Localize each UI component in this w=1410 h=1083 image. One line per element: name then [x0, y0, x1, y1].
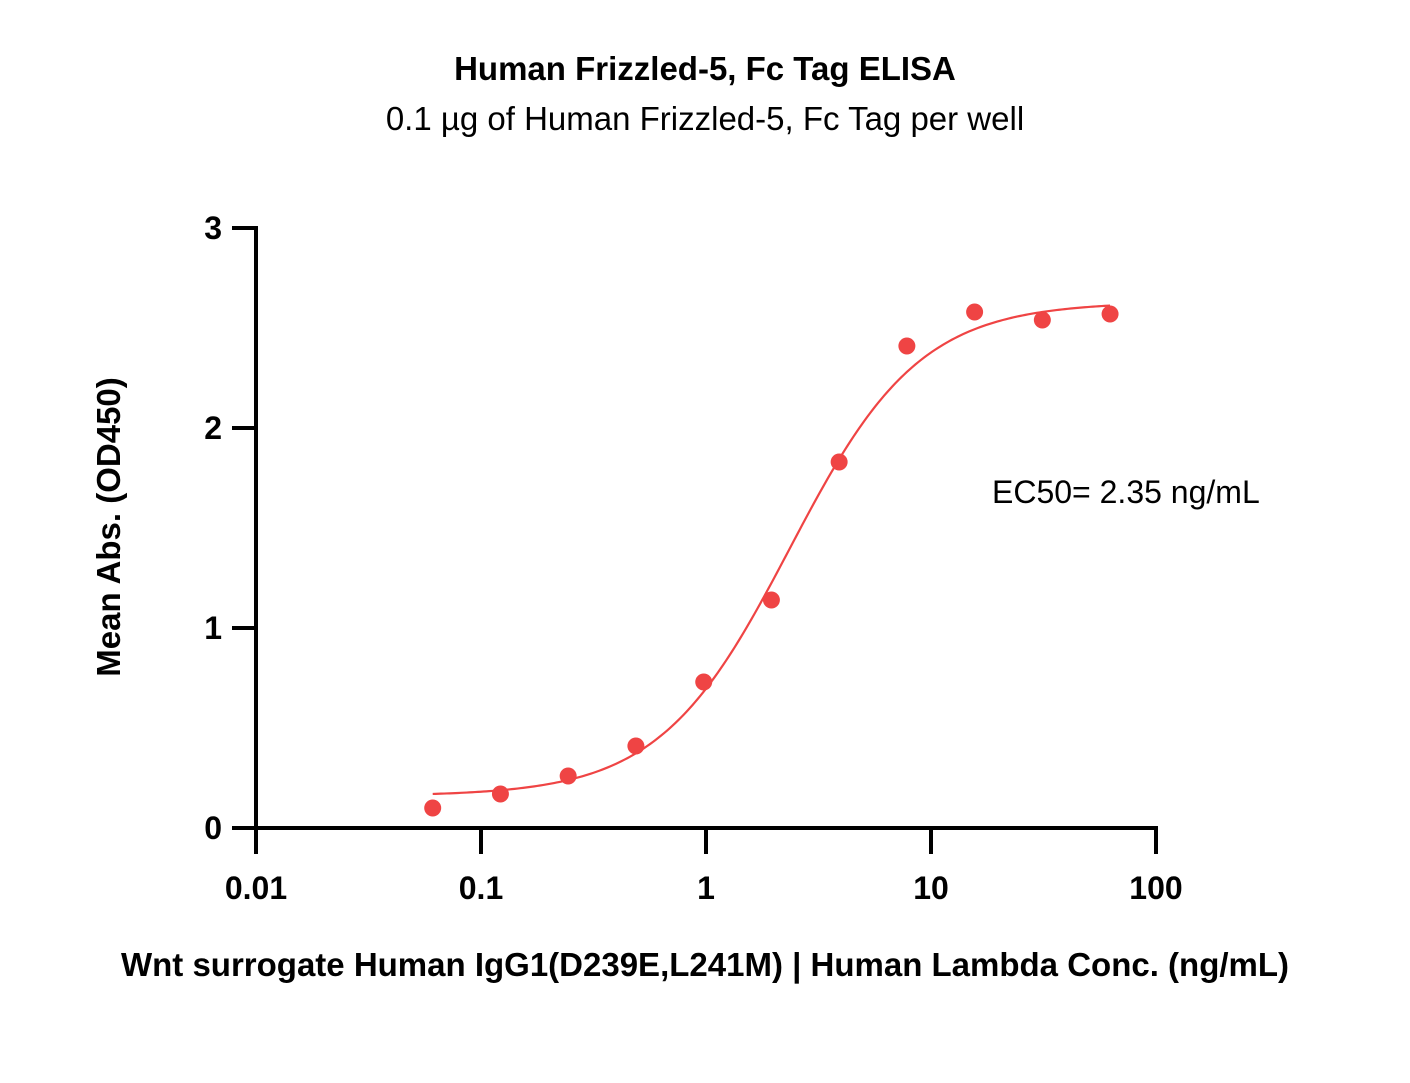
y-tick-label: 1 [204, 610, 222, 646]
y-tick-label: 2 [204, 410, 222, 446]
x-tick-label: 0.01 [225, 870, 287, 906]
fit-curve [432, 304, 1111, 796]
ec50-annotation: EC50= 2.35 ng/mL [992, 474, 1260, 510]
x-tick-label: 1 [697, 870, 715, 906]
data-point [695, 673, 713, 691]
data-point [898, 337, 916, 355]
data-point [1101, 305, 1119, 323]
y-axis-label: Mean Abs. (OD450) [90, 377, 127, 677]
x-tick-label: 10 [913, 870, 949, 906]
data-point [966, 303, 984, 321]
fit-curve-layer [432, 304, 1111, 796]
x-tick-label: 100 [1129, 870, 1182, 906]
x-axis-label: Wnt surrogate Human IgG1(D239E,L241M) | … [121, 946, 1289, 983]
data-point [559, 767, 577, 785]
x-tick-label: 0.1 [459, 870, 503, 906]
data-point [627, 737, 645, 755]
chart-subtitle: 0.1 µg of Human Frizzled-5, Fc Tag per w… [386, 100, 1024, 137]
data-point [830, 453, 848, 471]
y-tick-label: 3 [204, 210, 222, 246]
chart-title: Human Frizzled-5, Fc Tag ELISA [454, 50, 956, 87]
y-tick-label: 0 [204, 810, 222, 846]
tick-labels: 0 1 2 3 0.01 0.1 1 10 100 [204, 210, 1182, 906]
data-point [491, 785, 509, 803]
data-point [1033, 311, 1051, 329]
data-point [424, 799, 442, 817]
data-points [424, 303, 1119, 817]
data-point [762, 591, 780, 609]
axes [232, 226, 1158, 854]
